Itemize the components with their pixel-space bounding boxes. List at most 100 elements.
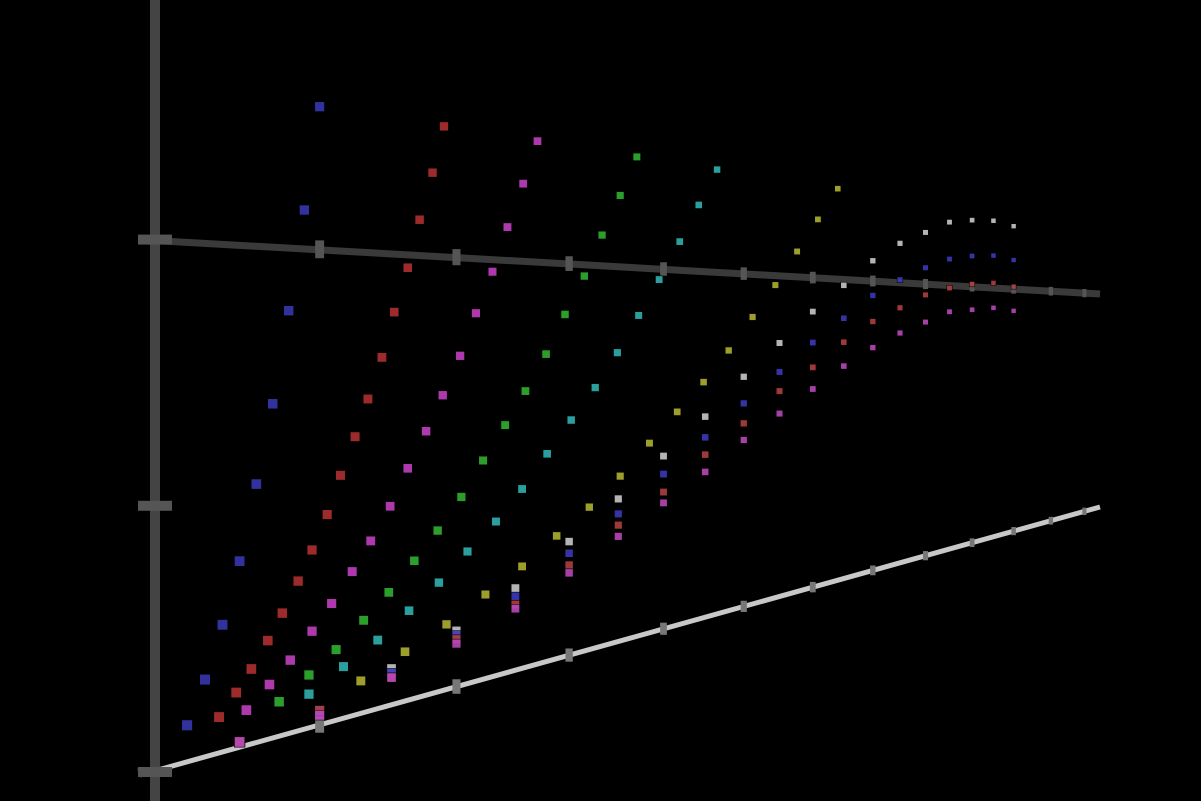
point [347, 566, 358, 577]
point [439, 121, 449, 132]
point [267, 398, 279, 410]
x-tick [660, 622, 667, 635]
point [896, 240, 904, 247]
x-tick [1011, 527, 1016, 536]
point [616, 191, 625, 200]
point [487, 267, 498, 277]
point [564, 548, 574, 558]
point [284, 654, 296, 666]
point [199, 673, 211, 686]
point [969, 253, 976, 259]
point [213, 711, 225, 723]
point [990, 304, 997, 311]
point [701, 412, 710, 421]
point [659, 470, 668, 479]
point [969, 281, 976, 288]
y-tick [138, 500, 172, 511]
x-tick [1082, 289, 1087, 298]
point [250, 478, 262, 490]
point [330, 644, 342, 655]
y-tick [138, 234, 172, 245]
x-tick [452, 679, 461, 694]
x-tick [315, 240, 325, 259]
point [376, 352, 387, 363]
point [362, 393, 373, 405]
point [771, 281, 779, 289]
point [840, 281, 848, 289]
point [616, 471, 625, 481]
point [613, 348, 622, 357]
y-tick [138, 767, 172, 777]
point [896, 276, 904, 283]
point [326, 598, 337, 609]
point [437, 390, 448, 401]
point [234, 555, 246, 567]
point [564, 560, 574, 570]
x-tick [922, 551, 929, 561]
point [303, 688, 315, 700]
point [478, 455, 488, 466]
point [262, 635, 274, 646]
point [386, 672, 397, 683]
point [517, 484, 527, 494]
point [273, 696, 285, 708]
point [585, 502, 594, 512]
x-tick [870, 275, 876, 287]
point [451, 638, 462, 649]
x-tick [660, 262, 667, 276]
point [793, 247, 801, 256]
point [990, 252, 997, 259]
point [775, 409, 784, 418]
point [814, 215, 822, 223]
x-tick [740, 267, 747, 280]
point [775, 387, 784, 395]
point [355, 675, 366, 686]
x-tick [315, 716, 325, 733]
x-tick [452, 249, 461, 266]
point [614, 520, 623, 530]
point [518, 179, 528, 189]
x-axis [139, 504, 1101, 778]
point [421, 426, 431, 437]
point [306, 625, 318, 637]
point [510, 583, 520, 593]
point [809, 363, 817, 371]
point [659, 498, 668, 507]
point [655, 275, 664, 284]
point [552, 531, 562, 541]
point [840, 338, 848, 346]
point [389, 307, 400, 318]
point [462, 546, 473, 557]
point [946, 256, 953, 263]
point [834, 185, 842, 193]
point [564, 568, 574, 578]
point [564, 537, 574, 546]
point [303, 669, 315, 681]
point [283, 305, 295, 317]
x-tick [1048, 286, 1054, 296]
point [216, 619, 229, 631]
point [699, 378, 708, 386]
point [748, 313, 757, 321]
point [1010, 223, 1017, 229]
point [292, 575, 304, 587]
point [614, 509, 623, 519]
point [775, 339, 784, 347]
point [701, 450, 710, 459]
point [634, 311, 643, 320]
point [560, 310, 570, 319]
point [321, 509, 333, 520]
point [614, 532, 623, 541]
point [533, 136, 542, 146]
point [740, 399, 748, 408]
point [969, 217, 976, 224]
back-axis [137, 236, 1101, 298]
point [500, 420, 510, 430]
x-tick [1048, 516, 1054, 525]
point [840, 362, 848, 370]
point [694, 201, 703, 209]
point [740, 419, 748, 428]
point [335, 470, 346, 481]
point [1010, 257, 1017, 263]
